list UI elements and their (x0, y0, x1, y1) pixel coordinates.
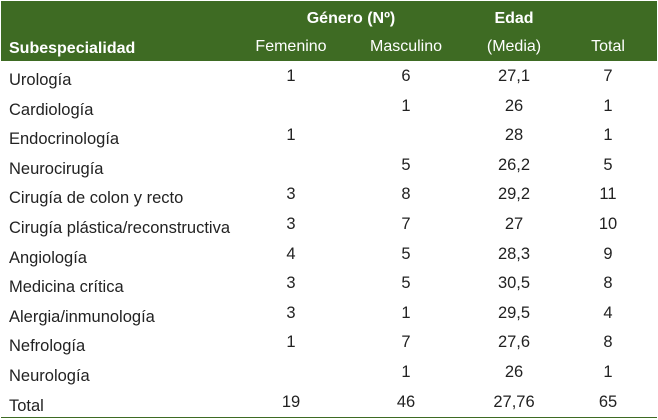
female-count: 3 (286, 303, 296, 322)
grand-total: 65 (598, 392, 618, 411)
female-total: 19 (281, 392, 301, 411)
table-row: Cirugía de colon y recto 3 8 29,2 11 (1, 179, 657, 209)
row-label: Cirugía de colon y recto (9, 189, 184, 208)
female-count: 1 (286, 67, 296, 85)
female-count: 3 (286, 185, 296, 204)
mean-age: 26,2 (497, 155, 531, 174)
mean-age: 26 (504, 363, 524, 381)
female-count: 3 (286, 215, 296, 233)
table-row: Angiología 4 5 28,3 9 (1, 239, 657, 269)
subspecialty-header: Subespecialidad (9, 40, 136, 57)
male-count: 7 (401, 333, 411, 352)
male-total: 46 (396, 392, 416, 411)
table-row: Cirugía plástica/reconstructiva 3 7 27 1… (1, 209, 657, 239)
male-count: 7 (401, 215, 411, 233)
row-label: Neurología (9, 367, 90, 385)
row-label: Urología (9, 71, 72, 89)
row-total: 9 (603, 244, 613, 263)
age-top-header: Edad (494, 10, 534, 27)
table-row: Endocrinología 1 28 1 (1, 120, 657, 150)
mean-age: 28,3 (497, 244, 531, 263)
row-label: Medicina crítica (9, 278, 124, 297)
female-header: Femenino (255, 38, 327, 55)
row-label: Nefrología (9, 337, 86, 356)
row-total: 11 (599, 185, 617, 204)
male-count: 1 (401, 363, 411, 381)
table-row: Medicina crítica 3 5 30,5 8 (1, 268, 657, 298)
table-header: Género (Nº) Edad Subespecialidad Femenin… (1, 1, 657, 61)
table-row: Urología 1 6 27,1 7 (1, 61, 657, 91)
male-count: 6 (401, 67, 411, 85)
male-count: 5 (401, 274, 411, 293)
table-row: Cardiología 1 26 1 (1, 91, 657, 121)
mean-age: 26 (504, 96, 524, 115)
male-count: 1 (401, 96, 411, 115)
female-count: 1 (286, 333, 296, 352)
male-count: 1 (401, 303, 411, 322)
row-label: Cirugía plástica/reconstructiva (9, 219, 231, 237)
row-label: Neurocirugía (9, 159, 104, 178)
mean-age: 28 (504, 126, 524, 145)
table-row: Nefrología 1 7 27,6 8 (1, 327, 657, 357)
row-label: Cardiología (9, 100, 94, 119)
mean-age: 27,6 (497, 333, 531, 352)
bottom-rule (1, 417, 657, 418)
row-label: Alergia/inmunología (9, 307, 155, 326)
age-mean-header: (Media) (486, 38, 542, 55)
mean-age: 27,1 (497, 67, 531, 85)
male-header: Masculino (369, 38, 443, 55)
row-total: 1 (603, 363, 613, 381)
row-total: 1 (603, 96, 613, 115)
row-label: Endocrinología (9, 130, 120, 149)
female-count: 3 (286, 274, 296, 293)
female-count: 1 (286, 126, 296, 145)
male-count: 5 (401, 155, 411, 174)
row-total: 8 (603, 274, 613, 293)
mean-age: 30,5 (497, 274, 531, 293)
row-total: 8 (603, 333, 613, 352)
row-label: Angiología (9, 248, 87, 267)
totals-row: Total 19 46 27,76 65 (1, 387, 657, 417)
totals-label: Total (9, 396, 44, 415)
table-row: Alergia/inmunología 3 1 29,5 4 (1, 298, 657, 328)
mean-age-total: 27,76 (493, 392, 535, 411)
row-total: 4 (603, 303, 613, 322)
gender-group-header: Género (Nº) (306, 10, 396, 27)
male-count: 5 (401, 244, 411, 263)
mean-age: 29,2 (497, 185, 531, 204)
row-total: 1 (603, 126, 613, 145)
mean-age: 29,5 (497, 303, 531, 322)
table-row: Neurología 1 26 1 (1, 357, 657, 387)
female-count: 4 (286, 244, 296, 263)
row-total: 7 (603, 67, 613, 85)
table-row: Neurocirugía 5 26,2 5 (1, 150, 657, 180)
mean-age: 27 (504, 215, 524, 233)
total-header: Total (591, 38, 625, 55)
row-total: 5 (603, 155, 613, 174)
male-count: 8 (401, 185, 411, 204)
row-total: 10 (598, 215, 618, 233)
